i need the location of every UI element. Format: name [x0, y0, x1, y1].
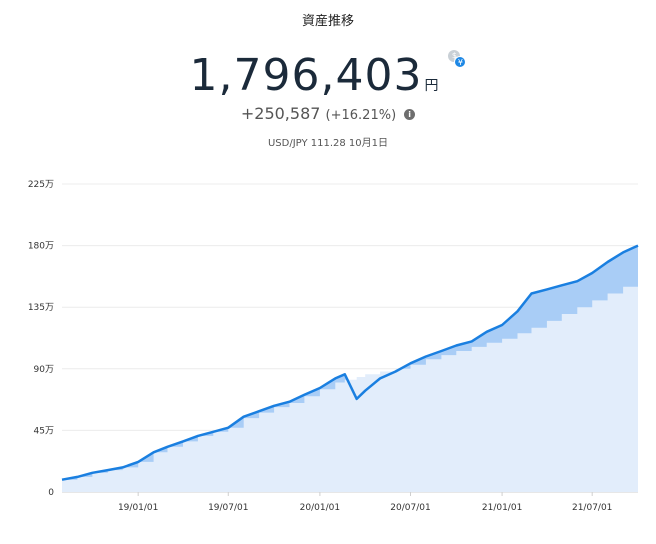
change-row: +250,587 (+16.21%) i — [0, 104, 656, 123]
x-tick-label: 20/01/01 — [300, 503, 340, 513]
x-tick-label: 20/07/01 — [390, 503, 430, 513]
y-tick-label: 90万 — [34, 365, 54, 375]
market-value-line — [61, 244, 639, 481]
currency-unit: 円 — [424, 78, 439, 94]
page-title: 資産推移 — [301, 14, 354, 29]
x-tick-label: 19/07/01 — [208, 503, 248, 513]
y-tick-label: 225万 — [28, 180, 54, 190]
y-tick-label: 45万 — [34, 426, 54, 436]
x-tick-label: 21/01/01 — [482, 503, 522, 513]
y-tick-label: 180万 — [28, 242, 54, 252]
y-tick-label: 0 — [48, 488, 54, 498]
change-percent: (+16.21%) — [325, 108, 397, 123]
x-tick-label: 19/01/01 — [118, 503, 158, 513]
x-tick-label: 21/07/01 — [572, 503, 612, 513]
total-value-row: 1,796,403 円 $ ¥ — [0, 50, 656, 101]
info-icon[interactable]: i — [404, 109, 416, 120]
exchange-rate: USD/JPY 111.28 10月1日 — [267, 138, 389, 149]
change-amount: +250,587 — [240, 104, 321, 123]
asset-chart: 0 45万 90万 135万 180万 225万 19/01/01 19/07/01 20/0… — [28, 180, 639, 513]
total-asset-value: 1,796,403 — [189, 50, 423, 101]
y-tick-label: 135万 — [28, 303, 54, 313]
currency-exchange-icon[interactable]: $ ¥ — [448, 50, 467, 68]
